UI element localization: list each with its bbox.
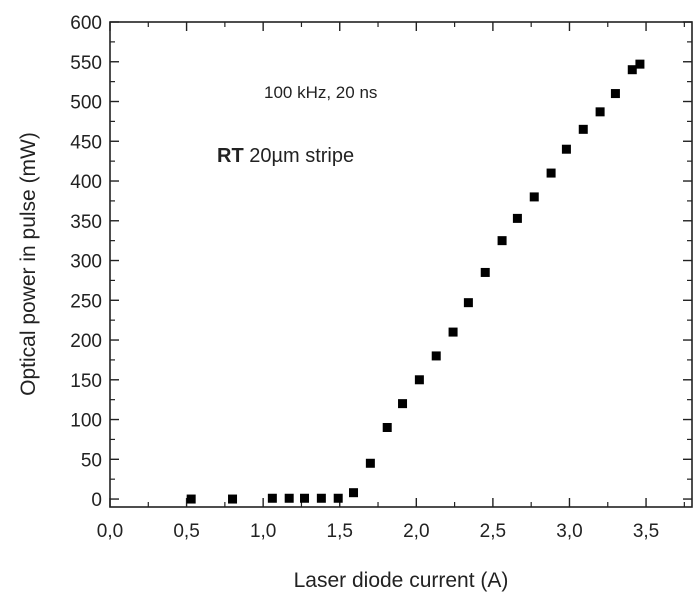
data-point: [316, 493, 326, 503]
x-tick-label: 2,0: [403, 521, 429, 542]
plot-frame: [109, 21, 693, 508]
data-point: [546, 168, 556, 178]
y-tick-label: 450: [70, 132, 102, 153]
data-point: [300, 493, 310, 503]
data-point: [512, 213, 522, 223]
data-point: [186, 494, 196, 504]
data-point: [529, 192, 539, 202]
data-point: [398, 399, 408, 409]
data-point: [480, 267, 490, 277]
data-point: [382, 422, 392, 432]
data-point: [497, 236, 507, 246]
data-point: [365, 458, 375, 468]
data-point: [267, 493, 277, 503]
y-tick-label: 350: [70, 212, 102, 233]
data-point: [595, 107, 605, 117]
data-point: [349, 488, 359, 498]
data-point: [627, 65, 637, 75]
data-point: [448, 327, 458, 337]
x-tick-label: 1,5: [327, 521, 353, 542]
y-tick-label: 50: [81, 450, 102, 471]
y-tick-label: 100: [70, 411, 102, 432]
data-point: [414, 375, 424, 385]
y-tick-label: 250: [70, 291, 102, 312]
y-tick-label: 150: [70, 371, 102, 392]
annotation-pulse-conditions: 100 kHz, 20 ns: [264, 83, 377, 102]
data-point: [610, 89, 620, 99]
x-tick-label: 0,0: [97, 521, 123, 542]
x-tick-labels: 0,0 0,5 1,0 1,5 2,0 2,5 3,0 3,5: [97, 521, 659, 542]
y-tick-label: 550: [70, 53, 102, 74]
data-point: [431, 351, 441, 361]
y-tick-label: 500: [70, 93, 102, 114]
data-point: [561, 144, 571, 154]
y-tick-labels: 0 50 100 150 200 250 300 350 400 450 500 550 600: [70, 13, 102, 511]
x-tick-label: 3,0: [556, 521, 582, 542]
data-point: [284, 493, 294, 503]
annotation-stripe: RT 20µm stripe: [217, 145, 354, 167]
annotation-stripe-bold: RT: [217, 145, 244, 167]
points-layer: [186, 59, 645, 504]
y-tick-label: 400: [70, 172, 102, 193]
y-tick-label: 200: [70, 331, 102, 352]
x-tick-label: 3,5: [633, 521, 659, 542]
x-tick-label: 0,5: [173, 521, 199, 542]
x-tick-label: 1,0: [250, 521, 276, 542]
x-axis-title: Laser diode current (A): [294, 569, 509, 592]
data-point: [333, 493, 343, 503]
y-axis-title: Optical power in pulse (mW): [17, 132, 40, 396]
annotation-stripe-text: 20µm stripe: [244, 145, 354, 167]
y-tick-label: 0: [91, 490, 102, 511]
y-tick-label: 600: [70, 13, 102, 34]
y-tick-label: 300: [70, 252, 102, 273]
data-point: [578, 124, 588, 134]
data-point: [463, 298, 473, 308]
data-point: [635, 59, 645, 69]
x-tick-label: 2,5: [480, 521, 506, 542]
data-point: [228, 494, 238, 504]
